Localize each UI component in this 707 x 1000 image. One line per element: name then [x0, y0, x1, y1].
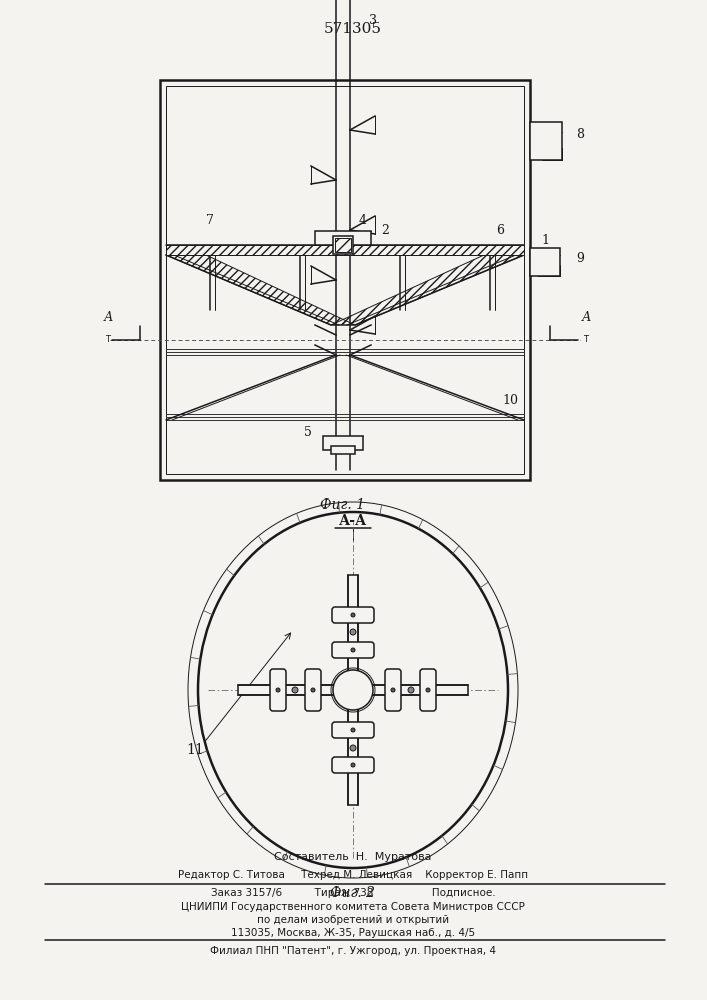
Text: по делам изобретений и открытий: по делам изобретений и открытий: [257, 915, 449, 925]
Circle shape: [333, 670, 373, 710]
Bar: [348, 575, 358, 805]
Bar: [331, 446, 355, 454]
Text: 1: 1: [541, 233, 549, 246]
Circle shape: [351, 763, 355, 767]
Bar: [323, 436, 363, 450]
Bar: [166, 86, 524, 474]
Circle shape: [350, 629, 356, 635]
Text: 6: 6: [496, 224, 504, 236]
Bar: [315, 231, 371, 245]
Circle shape: [350, 745, 356, 751]
Bar: [160, 80, 530, 480]
FancyBboxPatch shape: [332, 757, 374, 773]
Circle shape: [311, 688, 315, 692]
Circle shape: [351, 613, 355, 617]
FancyBboxPatch shape: [305, 669, 321, 711]
Text: Фиг. 1: Фиг. 1: [320, 498, 366, 512]
Text: Редактор С. Титова     Техред М. Левицкая    Корректор Е. Папп: Редактор С. Титова Техред М. Левицкая Ко…: [178, 870, 528, 880]
Text: 4: 4: [359, 214, 367, 227]
Circle shape: [426, 688, 430, 692]
Text: 8: 8: [576, 128, 584, 141]
Text: А-А: А-А: [339, 514, 367, 528]
Text: Заказ 3157/6          Тираж 738                  Подписное.: Заказ 3157/6 Тираж 738 Подписное.: [211, 888, 496, 898]
Text: 10: 10: [502, 393, 518, 406]
Text: 3: 3: [369, 13, 377, 26]
Text: 113035, Москва, Ж-35, Раушская наб., д. 4/5: 113035, Москва, Ж-35, Раушская наб., д. …: [231, 928, 475, 938]
Bar: [538, 266, 560, 276]
FancyBboxPatch shape: [270, 669, 286, 711]
FancyBboxPatch shape: [420, 669, 436, 711]
Circle shape: [391, 688, 395, 692]
Circle shape: [351, 648, 355, 652]
Bar: [530, 248, 560, 276]
Text: Филиал ПНП "Патент", г. Ужгород, ул. Проектная, 4: Филиал ПНП "Патент", г. Ужгород, ул. Про…: [210, 946, 496, 956]
Circle shape: [292, 687, 298, 693]
Circle shape: [408, 687, 414, 693]
Text: 5: 5: [304, 426, 312, 438]
Text: 2: 2: [381, 224, 389, 236]
FancyBboxPatch shape: [332, 607, 374, 623]
Text: 9: 9: [576, 251, 584, 264]
Text: Т: Т: [583, 336, 588, 344]
Text: А: А: [581, 311, 591, 324]
FancyBboxPatch shape: [332, 722, 374, 738]
Bar: [530, 122, 562, 160]
FancyBboxPatch shape: [332, 642, 374, 658]
Circle shape: [351, 728, 355, 732]
Text: Составитель  Н.  Муратова: Составитель Н. Муратова: [274, 852, 432, 862]
Bar: [542, 148, 562, 160]
Text: Т: Т: [105, 336, 110, 344]
Text: Фиг. 2: Фиг. 2: [330, 886, 375, 900]
Circle shape: [276, 688, 280, 692]
Text: 571305: 571305: [324, 22, 382, 36]
Bar: [166, 245, 524, 255]
Text: А: А: [103, 311, 112, 324]
Bar: [333, 236, 353, 254]
Bar: [238, 685, 468, 695]
Text: 11: 11: [186, 743, 204, 757]
Bar: [335, 238, 351, 252]
Text: 7: 7: [206, 214, 214, 227]
Text: ЦНИИПИ Государственного комитета Совета Министров СССР: ЦНИИПИ Государственного комитета Совета …: [181, 902, 525, 912]
FancyBboxPatch shape: [385, 669, 401, 711]
